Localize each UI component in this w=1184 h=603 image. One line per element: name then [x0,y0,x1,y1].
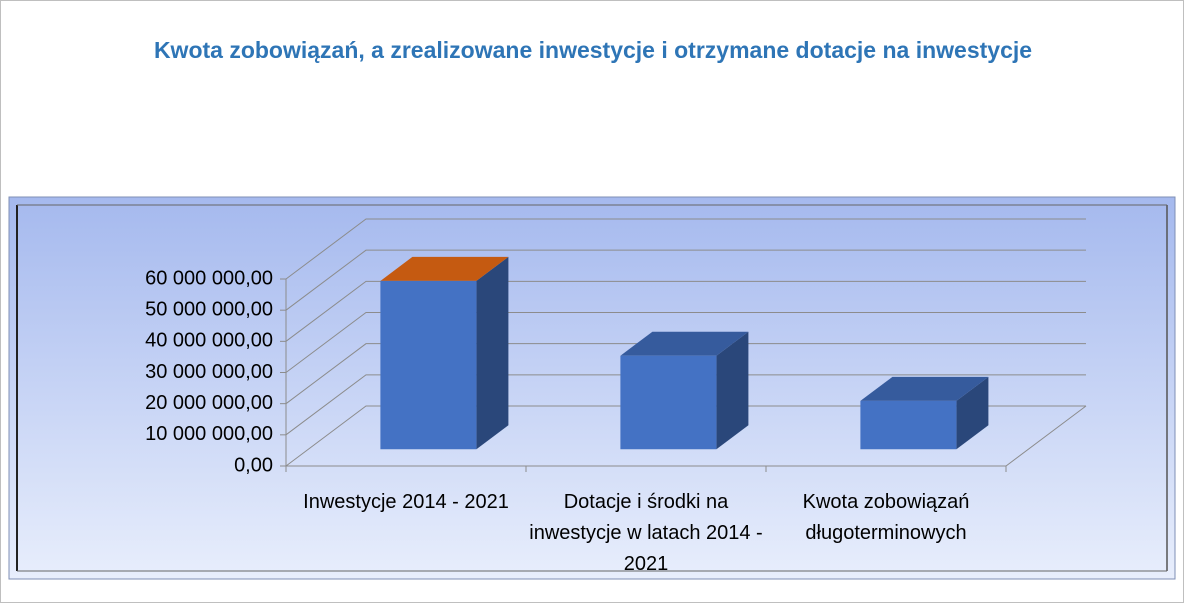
bar [380,280,477,450]
chart-title: Kwota zobowiązań, a zrealizowane inwesty… [153,37,1033,63]
bar-top [380,256,509,281]
grid-line [285,374,1086,436]
bar [620,355,717,450]
bar-top [860,376,989,401]
grid-line [285,249,1086,311]
x-tick-label: Dotacje i środki na inwestycje w latach … [529,491,763,575]
grid-line [285,343,1086,405]
bar-top [620,331,749,356]
y-tick-label: 60 000 000,00 [145,267,273,289]
bar-side [716,331,749,450]
y-tick-label: 10 000 000,00 [145,423,273,445]
y-tick-label: 40 000 000,00 [145,330,273,352]
y-tick-label: 0,00 [234,454,273,476]
grid-line [285,218,1086,280]
x-tick-label: Inwestycje 2014 - 2021 [303,491,509,513]
bar [860,400,957,450]
grid-line [285,280,1086,342]
y-tick-label: 20 000 000,00 [145,392,273,414]
y-tick-label: 50 000 000,00 [145,298,273,320]
bar-side [956,376,989,450]
bar-side [476,256,509,450]
y-tick-label: 30 000 000,00 [145,361,273,383]
grid-line [285,312,1086,373]
grid-line [285,405,1086,467]
x-tick-label: Kwota zobowiązań długoterminowych [802,491,970,544]
